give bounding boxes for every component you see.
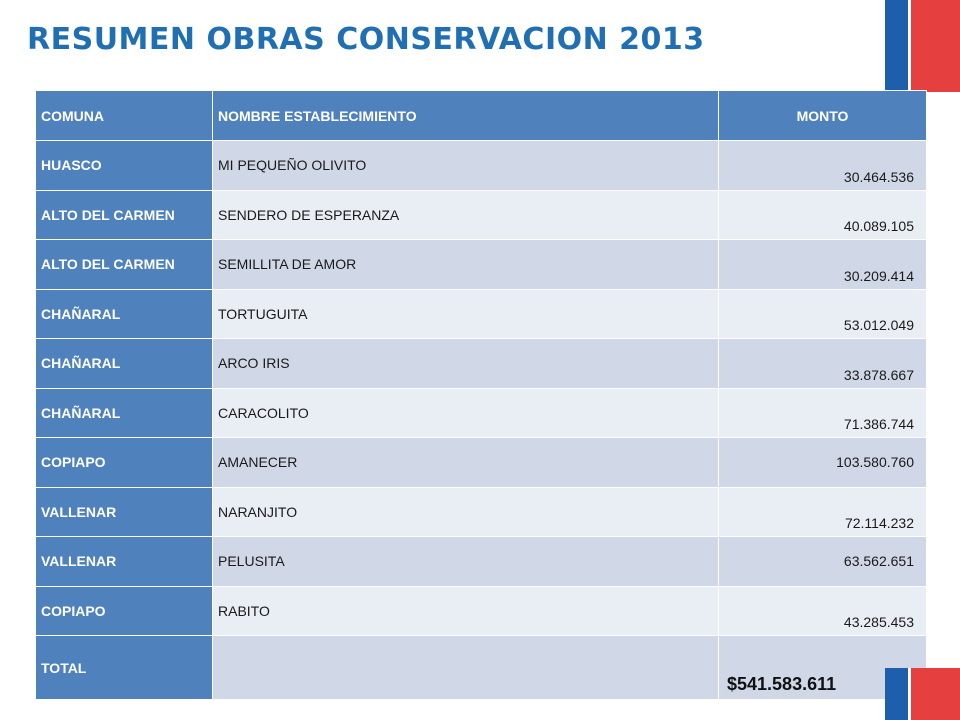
page-title: RESUMEN OBRAS CONSERVACION 2013: [27, 22, 705, 57]
table-row: COPIAPO RABITO 43.285.453: [35, 585, 927, 636]
table-row: CHAÑARAL CARACOLITO 71.386.744: [35, 387, 927, 438]
cell-monto: 30.209.414: [718, 239, 927, 290]
cell-comuna: COPIAPO: [35, 585, 213, 636]
cell-monto: 103.580.760: [718, 437, 927, 488]
cell-monto: 33.878.667: [718, 338, 927, 389]
cell-nombre: ARCO IRIS: [212, 338, 719, 389]
cell-monto: 43.285.453: [718, 585, 927, 636]
summary-table: COMUNA NOMBRE ESTABLECIMIENTO MONTO HUAS…: [35, 90, 927, 700]
cell-nombre: MI PEQUEÑO OLIVITO: [212, 140, 719, 191]
logo-stripe-red-bottom: [910, 668, 960, 720]
logo-stripe-red: [910, 0, 960, 92]
cell-nombre: AMANECER: [212, 437, 719, 488]
cell-monto: 30.464.536: [718, 140, 927, 191]
table-row: CHAÑARAL TORTUGUITA 53.012.049: [35, 288, 927, 339]
logo-stripe-gap-bottom: [908, 668, 911, 720]
header-nombre: NOMBRE ESTABLECIMIENTO: [212, 90, 719, 141]
table-row: VALLENAR PELUSITA 63.562.651: [35, 536, 927, 587]
cell-nombre: CARACOLITO: [212, 387, 719, 438]
table-row: ALTO DEL CARMEN SEMILLITA DE AMOR 30.209…: [35, 239, 927, 290]
cell-nombre: TORTUGUITA: [212, 288, 719, 339]
cell-monto: 53.012.049: [718, 288, 927, 339]
logo-stripe-blue-bottom: [885, 668, 910, 720]
cell-comuna: COPIAPO: [35, 437, 213, 488]
total-monto: $541.583.611: [718, 635, 927, 700]
cell-comuna: ALTO DEL CARMEN: [35, 189, 213, 240]
table-total-row: TOTAL $541.583.611: [35, 635, 927, 700]
total-label: TOTAL: [35, 635, 213, 700]
table-row: HUASCO MI PEQUEÑO OLIVITO 30.464.536: [35, 140, 927, 191]
logo-stripe-gap: [908, 0, 911, 92]
cell-comuna: CHAÑARAL: [35, 387, 213, 438]
logo-stripe-blue: [885, 0, 910, 92]
table-row: VALLENAR NARANJITO 72.114.232: [35, 486, 927, 537]
cell-comuna: VALLENAR: [35, 536, 213, 587]
cell-monto: 40.089.105: [718, 189, 927, 240]
cell-nombre: SENDERO DE ESPERANZA: [212, 189, 719, 240]
cell-comuna: ALTO DEL CARMEN: [35, 239, 213, 290]
cell-monto: 63.562.651: [718, 536, 927, 587]
cell-nombre: RABITO: [212, 585, 719, 636]
table-row: CHAÑARAL ARCO IRIS 33.878.667: [35, 338, 927, 389]
cell-comuna: VALLENAR: [35, 486, 213, 537]
header-comuna: COMUNA: [35, 90, 213, 141]
cell-nombre: NARANJITO: [212, 486, 719, 537]
table-row: COPIAPO AMANECER 103.580.760: [35, 437, 927, 488]
header-monto: MONTO: [718, 90, 927, 141]
total-nombre: [212, 635, 719, 700]
cell-nombre: PELUSITA: [212, 536, 719, 587]
cell-monto: 72.114.232: [718, 486, 927, 537]
cell-monto: 71.386.744: [718, 387, 927, 438]
table-row: ALTO DEL CARMEN SENDERO DE ESPERANZA 40.…: [35, 189, 927, 240]
cell-comuna: CHAÑARAL: [35, 288, 213, 339]
cell-comuna: HUASCO: [35, 140, 213, 191]
cell-nombre: SEMILLITA DE AMOR: [212, 239, 719, 290]
cell-comuna: CHAÑARAL: [35, 338, 213, 389]
table-header-row: COMUNA NOMBRE ESTABLECIMIENTO MONTO: [35, 90, 927, 141]
